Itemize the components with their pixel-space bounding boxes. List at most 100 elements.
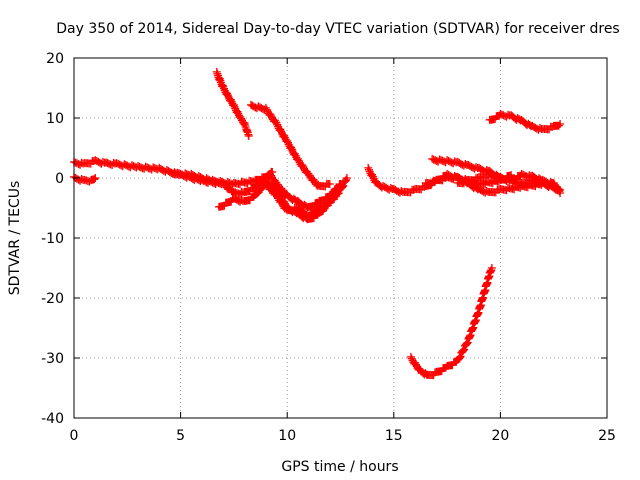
data-point <box>558 122 562 126</box>
data-point <box>239 116 242 120</box>
data-point <box>94 160 97 163</box>
axis-ticks: 0 5 10 15 20 25 -40 -30 -20 -10 0 10 20 <box>41 51 616 444</box>
data-point <box>531 175 534 178</box>
data-point <box>477 167 481 171</box>
data-point <box>264 107 268 111</box>
data-point <box>552 125 555 129</box>
x-tick-label: 0 <box>70 428 79 444</box>
series-markers <box>212 67 253 140</box>
data-point <box>552 182 555 186</box>
data-point <box>286 194 289 198</box>
series-arc-5 <box>247 100 334 191</box>
data-point <box>243 122 246 126</box>
data-point <box>431 158 434 162</box>
data-point <box>232 191 236 195</box>
data-point <box>232 104 236 108</box>
data-point <box>136 166 140 169</box>
y-axis-label: SDTVAR / TECUs <box>7 181 23 296</box>
data-point <box>286 140 289 144</box>
x-tick-label: 20 <box>491 428 509 444</box>
data-point <box>456 359 459 363</box>
data-point <box>190 173 193 177</box>
data-point <box>509 115 513 118</box>
data-point <box>345 176 349 180</box>
data-point <box>94 176 97 180</box>
data-point <box>275 194 278 198</box>
data-point <box>296 200 300 204</box>
chart-title: Day 350 of 2014, Sidereal Day-to-day VTE… <box>56 21 619 37</box>
data-point <box>488 119 491 123</box>
data-point <box>488 173 491 177</box>
data-point <box>403 191 406 195</box>
data-point <box>247 134 250 138</box>
data-point <box>541 179 545 183</box>
data-point <box>296 158 300 162</box>
data-point <box>467 179 470 183</box>
y-tick-label: -30 <box>41 351 64 367</box>
data-point <box>467 164 470 168</box>
series-arc-13 <box>406 264 496 380</box>
data-point <box>426 374 430 378</box>
grid-lines <box>74 58 607 418</box>
data-point <box>375 182 378 186</box>
data-point <box>275 122 278 126</box>
x-tick-label: 25 <box>598 428 616 444</box>
data-point <box>531 179 534 183</box>
data-point <box>254 179 257 183</box>
x-tick-label: 10 <box>278 428 296 444</box>
data-point <box>381 185 385 189</box>
data-point <box>104 162 108 165</box>
data-point <box>328 182 331 186</box>
y-tick-label: 0 <box>55 171 64 187</box>
data-point <box>328 200 331 204</box>
data-point <box>275 182 278 186</box>
data-point <box>531 125 534 129</box>
data-point <box>232 197 236 201</box>
data-point <box>424 182 427 186</box>
y-tick-label: -10 <box>41 231 64 247</box>
series-markers <box>406 264 496 380</box>
data-point <box>520 119 523 123</box>
data-point <box>168 172 172 175</box>
series-arc-2 <box>70 172 100 186</box>
data-point <box>477 182 481 186</box>
data-point <box>264 182 268 186</box>
data-point <box>307 215 310 219</box>
data-point <box>367 167 370 171</box>
x-tick-label: 15 <box>385 428 403 444</box>
data-point <box>490 266 494 270</box>
data-point <box>232 182 236 186</box>
data-point <box>318 185 321 189</box>
data-point <box>211 179 214 183</box>
y-tick-label: 10 <box>46 111 64 127</box>
data-point <box>83 179 86 183</box>
data-point <box>158 167 161 171</box>
data-point <box>558 191 562 195</box>
series-arc-12 <box>485 109 565 134</box>
data-point <box>509 179 513 183</box>
y-tick-label: 20 <box>46 51 64 67</box>
data-point <box>215 71 218 75</box>
data-point <box>520 182 523 186</box>
data-point <box>520 173 523 177</box>
series-markers <box>485 109 565 134</box>
data-point <box>286 209 289 213</box>
data-point <box>217 206 221 210</box>
plot-frame <box>73 57 608 419</box>
data-point <box>296 212 300 216</box>
data-point <box>499 113 502 117</box>
data-point <box>509 173 513 177</box>
series-arc-3 <box>165 168 345 212</box>
data-point <box>115 163 118 166</box>
data-point <box>243 191 246 195</box>
data-point <box>499 188 502 192</box>
series-arc-7 <box>251 178 341 221</box>
data-point <box>254 191 257 195</box>
data-point <box>541 128 545 132</box>
y-tick-label: -40 <box>41 411 64 427</box>
data-point <box>413 188 417 192</box>
data-point <box>477 188 481 192</box>
data-point <box>307 206 310 210</box>
data-point <box>445 173 449 177</box>
